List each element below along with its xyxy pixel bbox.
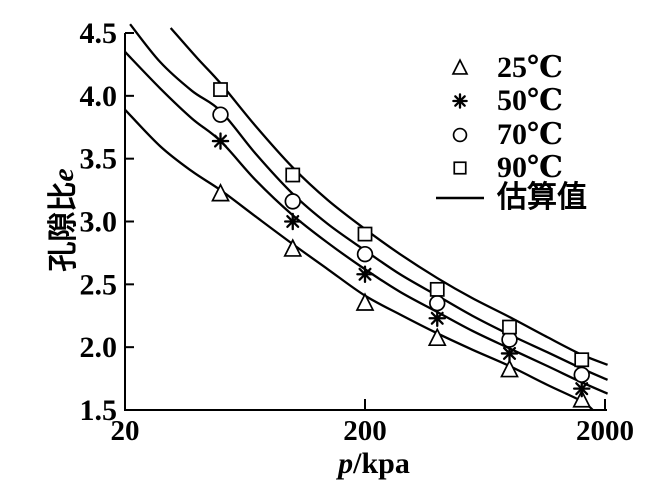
y-tick-label: 1.5 <box>80 394 118 427</box>
data-point-triangle <box>283 238 303 257</box>
data-point-circle <box>212 106 229 123</box>
data-point-square <box>574 352 590 368</box>
legend-item-50c: 50℃ <box>436 84 563 118</box>
x-axis-label-variable: p <box>338 447 354 480</box>
x-tick-label: 200 <box>343 415 387 447</box>
legend: 25℃ 50℃ 70℃ 90℃ 估算值 <box>436 0 661 230</box>
legend-label-70c: 70℃ <box>497 118 563 151</box>
data-point-square <box>285 167 301 183</box>
legend-item-90c: 90℃ <box>436 151 563 185</box>
y-tick-label: 3.0 <box>80 206 118 239</box>
y-axis-label-variable: e <box>47 168 80 182</box>
legend-label-90c: 90℃ <box>497 151 563 184</box>
line-marker-icon <box>436 196 484 200</box>
legend-label-25c: 25℃ <box>497 51 563 84</box>
data-point-circle <box>573 366 590 384</box>
y-axis-label: 孔隙比e <box>38 168 82 271</box>
legend-label-50c: 50℃ <box>497 84 563 117</box>
data-point-triangle <box>427 327 447 347</box>
data-point-asterisk <box>502 346 517 360</box>
y-tick-label: 3.5 <box>80 143 118 176</box>
legend-asterisk-glyph <box>454 95 466 107</box>
legend-item-fitted-line: 估算值 <box>436 181 587 215</box>
y-tick-label: 2.0 <box>80 331 118 364</box>
data-point-asterisk <box>575 382 589 396</box>
data-point-asterisk <box>213 134 228 148</box>
square-marker-icon <box>453 161 467 175</box>
asterisk-marker-icon <box>452 93 468 109</box>
x-axis-label: p/kpa <box>338 447 410 481</box>
data-point-triangle <box>211 183 230 202</box>
data-point-square <box>502 319 517 335</box>
data-point-triangle <box>500 358 519 378</box>
data-point-triangle <box>572 389 592 408</box>
triangle-marker-icon <box>451 58 469 75</box>
data-point-circle <box>501 331 518 348</box>
x-tick-label: 2000 <box>576 415 634 447</box>
x-axis-label-unit: /kpa <box>353 447 410 480</box>
data-point-square <box>357 226 373 242</box>
legend-item-25c: 25℃ <box>436 51 563 85</box>
circle-marker-icon <box>452 127 468 143</box>
data-point-circle <box>284 193 301 210</box>
data-point-square <box>429 281 445 297</box>
y-tick-label: 4.5 <box>80 17 118 50</box>
legend-item-70c: 70℃ <box>436 118 563 152</box>
data-point-circle <box>429 294 446 312</box>
data-point-asterisk <box>286 214 300 229</box>
data-point-asterisk <box>358 267 372 281</box>
y-tick-label: 4.0 <box>80 80 118 113</box>
legend-label-fitted: 估算值 <box>497 181 587 214</box>
data-point-triangle <box>355 292 375 311</box>
x-tick-label: 20 <box>111 415 140 447</box>
data-point-asterisk <box>430 311 444 325</box>
legend-triangle-glyph <box>451 58 469 75</box>
legend-circle-glyph <box>452 127 468 143</box>
y-axis-label-text: 孔隙比 <box>47 181 80 272</box>
data-point-square <box>213 82 228 97</box>
legend-square-glyph <box>453 161 467 175</box>
y-tick-label: 2.5 <box>80 268 118 301</box>
data-point-circle <box>356 245 374 263</box>
